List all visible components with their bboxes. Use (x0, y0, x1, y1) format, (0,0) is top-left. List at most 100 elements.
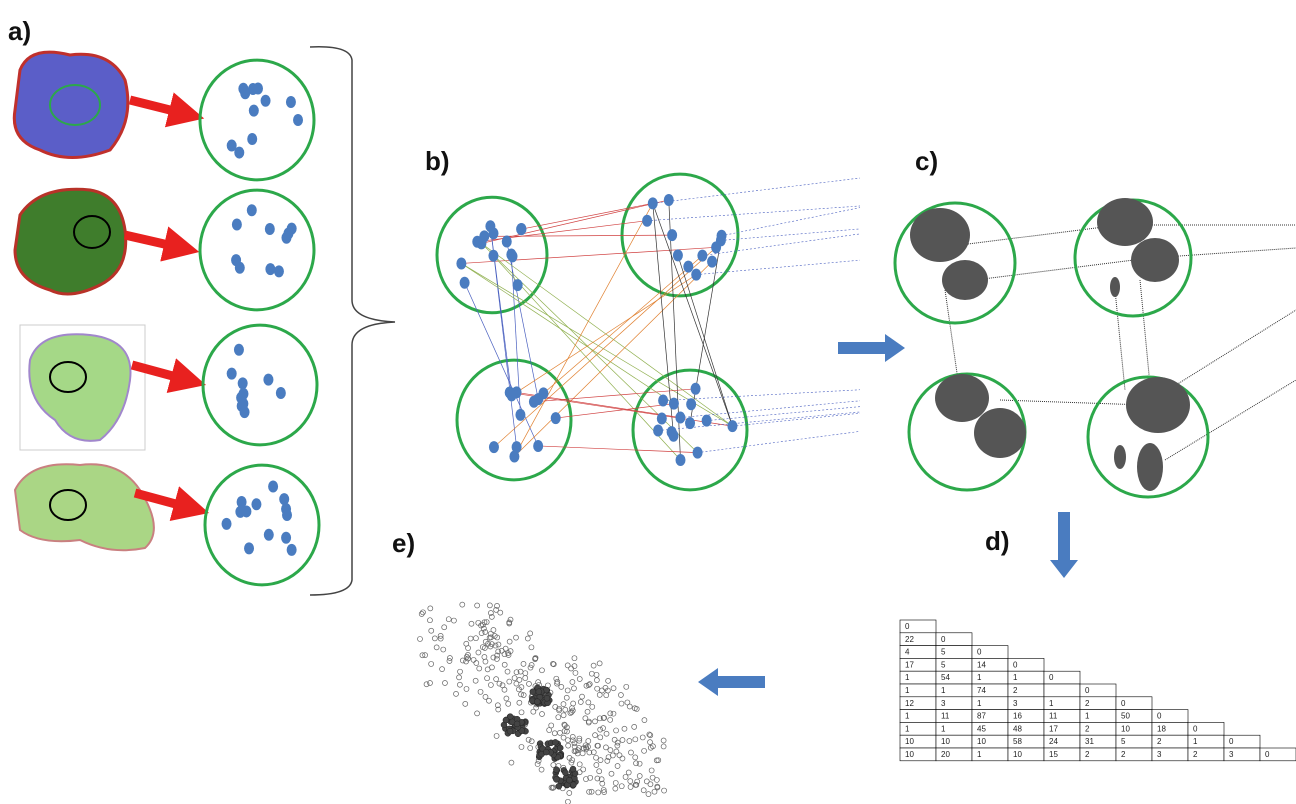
link (484, 235, 672, 236)
structure (458, 669, 463, 674)
structure (593, 719, 598, 724)
structure (580, 694, 585, 699)
structure (628, 784, 633, 789)
structure (573, 670, 578, 675)
structure (649, 768, 654, 773)
point (711, 241, 721, 253)
point (281, 532, 291, 544)
label-a: a) (8, 16, 31, 46)
structure (581, 767, 586, 772)
structure (556, 715, 561, 720)
structure (519, 744, 524, 749)
point (456, 257, 466, 269)
structure (565, 663, 570, 668)
structure (567, 790, 572, 795)
cell-value: 1 (977, 699, 982, 708)
structure (534, 699, 540, 705)
structure (586, 700, 591, 705)
protein-1 (14, 52, 128, 157)
cell-value: 2 (1121, 750, 1126, 759)
structure (589, 671, 594, 676)
structure (554, 676, 559, 681)
structure (615, 743, 620, 748)
cell-value: 3 (1229, 750, 1234, 759)
point (707, 256, 717, 268)
structure (571, 686, 576, 691)
structure (544, 695, 550, 701)
structure (521, 661, 526, 666)
cell-value: 17 (1049, 724, 1058, 733)
point (508, 250, 518, 262)
structure (613, 780, 618, 785)
link (678, 255, 733, 426)
point (264, 529, 274, 541)
structure (552, 739, 558, 745)
structure (562, 770, 568, 776)
structure (468, 636, 473, 641)
structure (475, 603, 480, 608)
point (231, 254, 241, 266)
point (533, 440, 543, 452)
cell-value: 74 (977, 686, 986, 695)
structure (540, 712, 545, 717)
cell-value: 1 (977, 673, 982, 682)
point (667, 229, 677, 241)
point (227, 140, 237, 152)
structure (434, 645, 439, 650)
cell-value: 12 (905, 699, 914, 708)
structure (572, 656, 577, 661)
point (235, 506, 245, 518)
structure (485, 676, 490, 681)
point (249, 105, 259, 117)
structure (586, 738, 591, 743)
structure (618, 693, 623, 698)
link (690, 236, 722, 423)
structure (463, 701, 468, 706)
structure (627, 738, 632, 743)
structure (628, 779, 633, 784)
structure (473, 636, 478, 641)
label-d: d) (985, 526, 1010, 556)
cell-value: 2 (1013, 686, 1018, 695)
cell-value: 0 (1193, 724, 1198, 733)
point (460, 277, 470, 289)
structure (429, 661, 434, 666)
cell-value: 14 (977, 660, 986, 669)
structure (591, 663, 596, 668)
structure (552, 731, 557, 736)
cell-value: 17 (905, 660, 914, 669)
structure (563, 707, 568, 712)
structure (496, 642, 501, 647)
point (276, 387, 286, 399)
structure (566, 777, 572, 783)
structure (634, 761, 639, 766)
structure (627, 704, 632, 709)
point (247, 204, 257, 216)
structure (561, 702, 566, 707)
cell-value: 11 (941, 712, 950, 721)
point (240, 87, 250, 99)
point (479, 230, 489, 242)
structure (535, 762, 540, 767)
structure (661, 738, 666, 743)
structure (570, 734, 575, 739)
cell-value: 54 (941, 673, 950, 682)
point (279, 493, 289, 505)
structure (543, 749, 549, 755)
point (265, 223, 275, 235)
structure (580, 751, 585, 756)
cluster-circle (203, 325, 317, 445)
cell (1044, 684, 1080, 697)
point (485, 220, 495, 232)
structure (474, 661, 479, 666)
cell-value: 0 (941, 635, 946, 644)
cell-value: 31 (1085, 737, 1094, 746)
structure (623, 774, 628, 779)
structure (529, 739, 534, 744)
structure (661, 744, 666, 749)
structure (619, 701, 624, 706)
label-e: e) (392, 528, 415, 558)
structure (565, 688, 570, 693)
structure (440, 667, 445, 672)
cell-value: 0 (1229, 737, 1234, 746)
